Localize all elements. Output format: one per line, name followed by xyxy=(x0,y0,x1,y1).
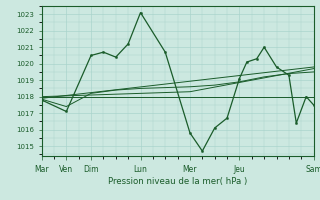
X-axis label: Pression niveau de la mer( hPa ): Pression niveau de la mer( hPa ) xyxy=(108,177,247,186)
